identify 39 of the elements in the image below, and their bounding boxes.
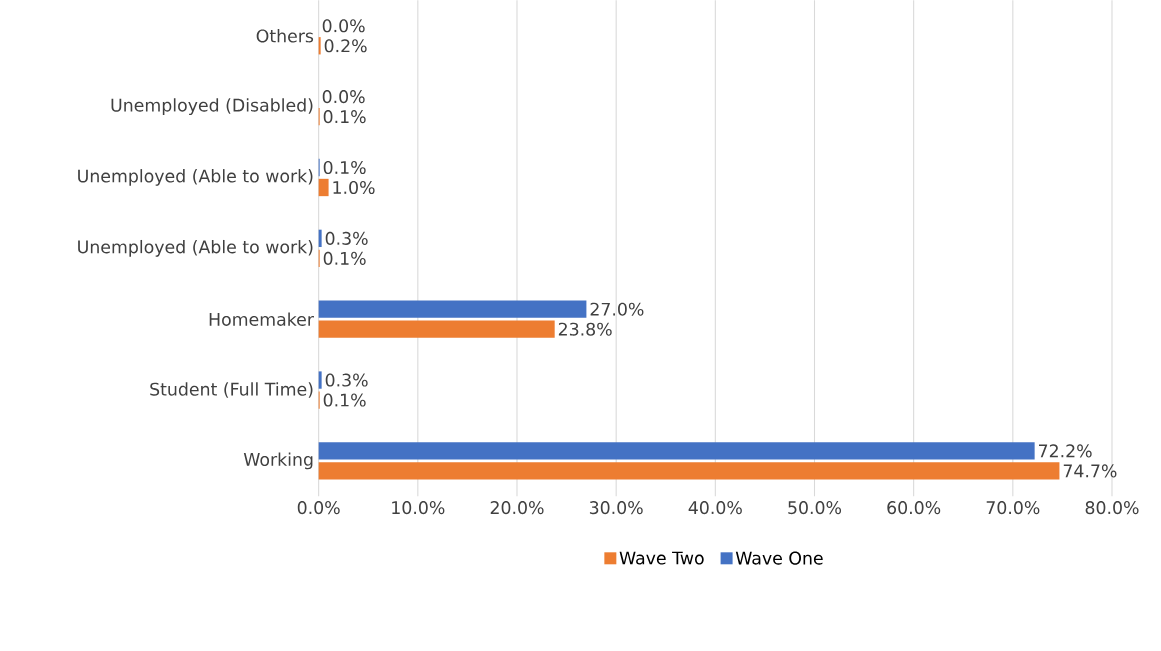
x-tick-label: 50.0%	[788, 501, 842, 515]
x-tick-label: 60.0%	[887, 501, 941, 515]
data-label: 72.2%	[1039, 444, 1092, 458]
data-label: 1.0%	[333, 180, 375, 195]
bar	[318, 300, 587, 318]
data-label: 0.1%	[323, 251, 366, 265]
data-label: 0.0%	[322, 90, 365, 104]
data-label: 0.3%	[325, 373, 368, 387]
x-tick-label: 70.0%	[986, 501, 1040, 515]
bar	[318, 371, 322, 389]
y-tick-label: Working	[243, 452, 313, 470]
y-tick-label: Student (Full Time)	[150, 382, 313, 398]
legend-label: Wave One	[735, 551, 823, 565]
legend-label: Wave Two	[619, 551, 704, 565]
bar	[318, 320, 555, 338]
x-tick-label: 0.0%	[297, 501, 340, 515]
data-label: 23.8%	[558, 322, 612, 336]
x-tick-label: 80.0%	[1085, 501, 1139, 515]
bar	[318, 462, 1060, 480]
x-tick-label: 10.0%	[392, 501, 445, 515]
y-tick-label: Unemployed (Able to work)	[78, 239, 313, 257]
x-tick-label: 40.0%	[688, 501, 742, 515]
y-tick-label: Others	[256, 29, 314, 43]
data-label: 27.0%	[590, 302, 644, 316]
bar	[318, 178, 329, 197]
y-tick-label: Unemployed (Able to work)	[78, 169, 313, 186]
y-tick-label: Homemaker	[209, 312, 314, 326]
x-tick-label: 20.0%	[490, 501, 544, 515]
data-label: 0.2%	[324, 39, 367, 53]
data-label: 0.0%	[322, 19, 365, 33]
bar	[318, 442, 1035, 460]
data-label: 0.1%	[323, 160, 366, 175]
y-tick-label: Unemployed (Disabled)	[111, 98, 313, 116]
data-label: 0.1%	[323, 110, 366, 124]
bar	[318, 229, 322, 248]
data-label: 0.3%	[325, 231, 368, 245]
data-label: 0.1%	[323, 393, 366, 407]
data-label: 74.7%	[1063, 464, 1117, 478]
x-tick-label: 30.0%	[589, 501, 643, 515]
